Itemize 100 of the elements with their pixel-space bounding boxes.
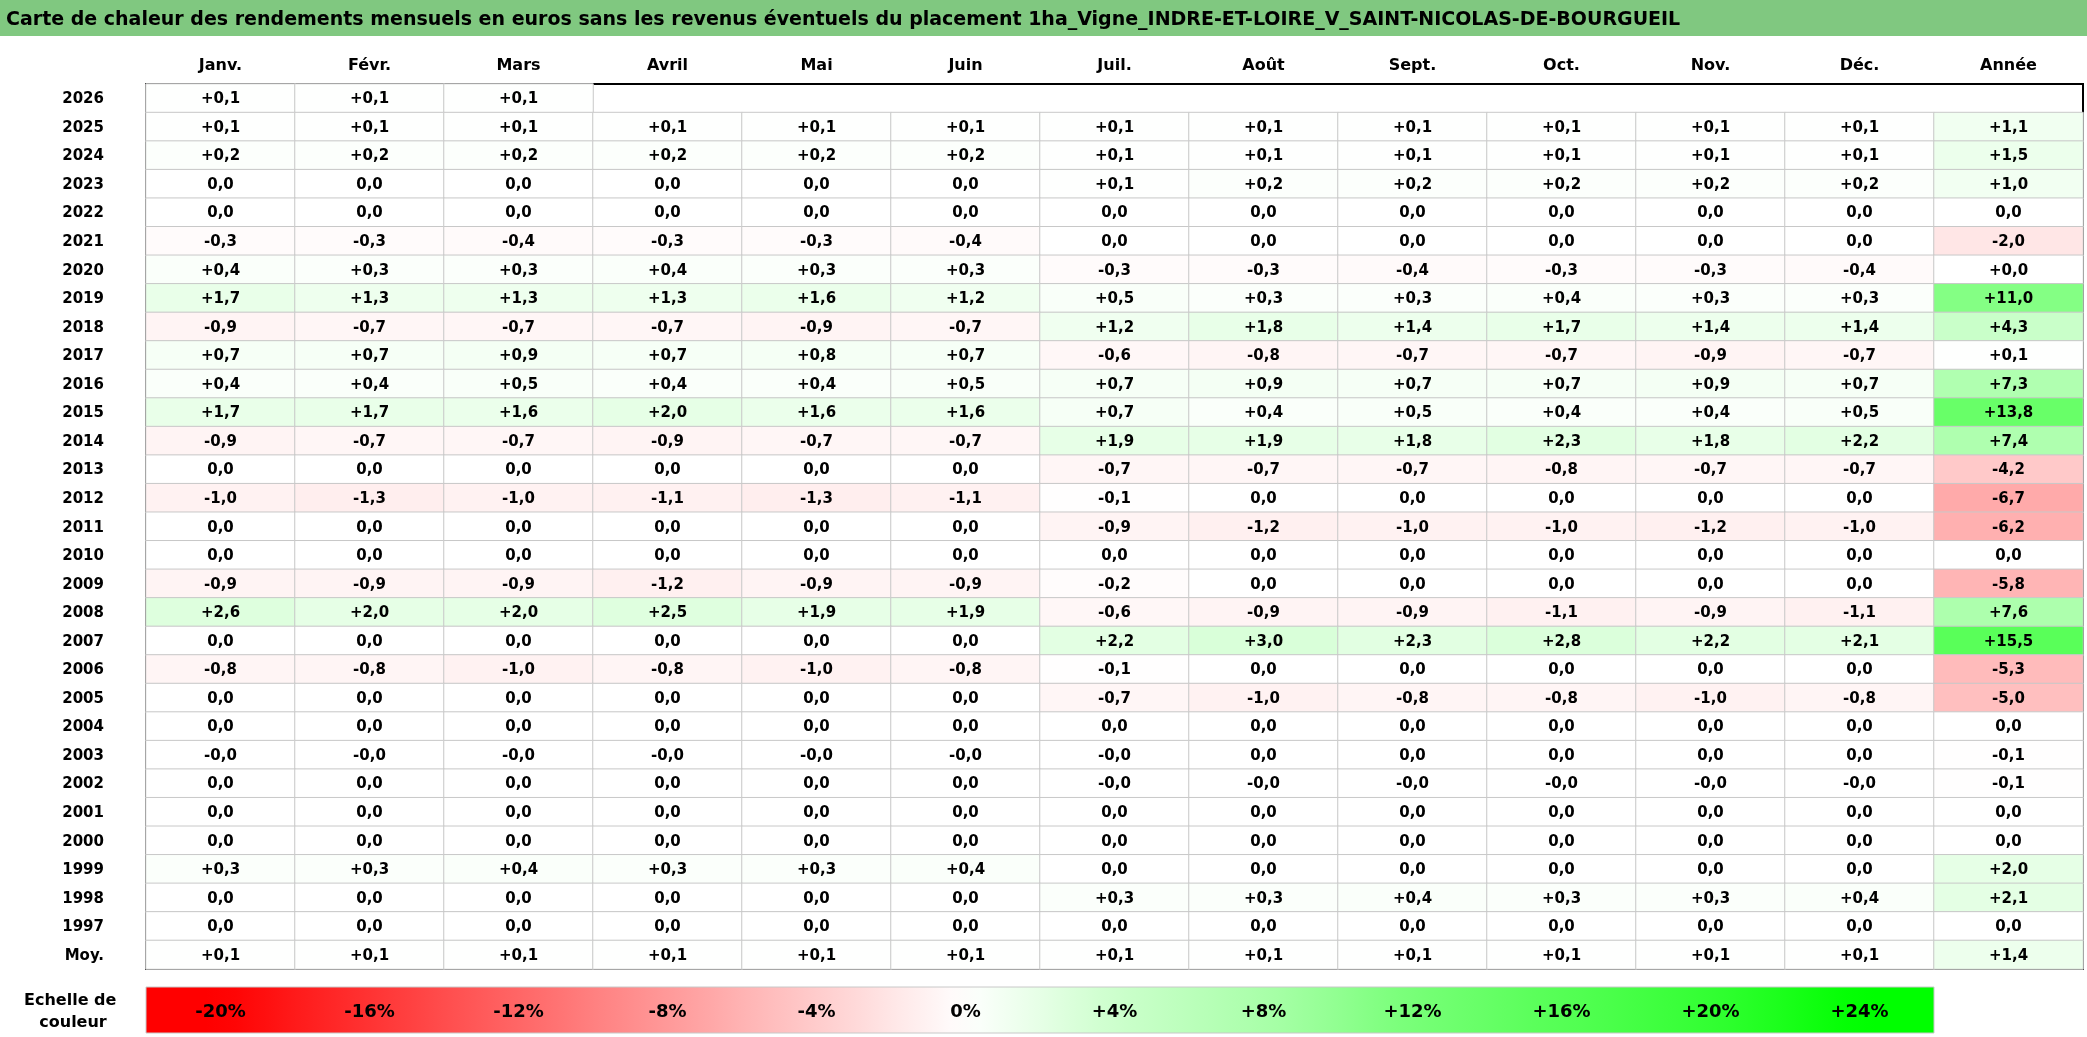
data-label: -0,4 (949, 232, 982, 251)
color-bar-label: +20% (1681, 999, 1740, 1021)
data-label: -6,2 (1992, 517, 2025, 536)
data-label: -1,2 (651, 574, 684, 593)
data-label: -1,0 (204, 488, 237, 507)
data-label: 0,0 (654, 774, 681, 793)
data-label: 0,0 (1250, 546, 1277, 565)
data-label: 0,0 (654, 631, 681, 650)
data-label: 0,0 (1101, 917, 1128, 936)
y-tick-label: 2022 (62, 203, 104, 222)
data-label: +0,3 (1690, 289, 1731, 308)
data-label: 0,0 (1548, 232, 1575, 251)
data-label: -0,0 (204, 745, 237, 764)
data-label: 0,0 (356, 546, 383, 565)
data-label: +1,9 (1094, 431, 1135, 450)
data-label: 0,0 (803, 688, 830, 707)
data-label: +1,8 (1392, 431, 1433, 450)
data-label: 0,0 (1995, 831, 2022, 850)
data-label: -0,0 (1098, 745, 1131, 764)
data-label: +0,7 (1094, 374, 1135, 393)
y-tick-label: 2018 (62, 317, 104, 336)
data-label: -0,0 (800, 745, 833, 764)
data-label: -5,0 (1992, 688, 2025, 707)
data-label: 0,0 (952, 888, 979, 907)
data-label: 0,0 (505, 517, 532, 536)
data-label: -1,0 (1396, 517, 1429, 536)
data-label: -0,9 (1247, 603, 1280, 622)
color-bar-label: -16% (344, 999, 395, 1021)
data-label: 0,0 (1846, 203, 1873, 222)
data-label: +0,4 (1541, 289, 1582, 308)
data-label: 0,0 (1846, 802, 1873, 821)
data-label: +0,1 (647, 945, 688, 964)
data-label: 0,0 (1250, 203, 1277, 222)
data-label: +7,3 (1988, 374, 2029, 393)
data-label: 0,0 (1697, 232, 1724, 251)
data-label: 0,0 (207, 203, 234, 222)
data-label: 0,0 (1697, 574, 1724, 593)
data-label: 0,0 (1548, 917, 1575, 936)
data-label: +2,2 (1690, 631, 1731, 650)
data-label: +0,4 (200, 374, 241, 393)
data-label: +0,1 (945, 117, 986, 136)
data-label: +1,4 (1392, 317, 1433, 336)
data-label: -0,4 (1396, 260, 1429, 279)
y-tick-label: 2009 (62, 574, 104, 593)
data-label: +2,1 (1988, 888, 2029, 907)
data-label: 0,0 (952, 546, 979, 565)
data-label: 0,0 (505, 631, 532, 650)
data-label: +0,1 (200, 117, 241, 136)
data-label: 0,0 (952, 917, 979, 936)
data-label: +0,1 (349, 117, 390, 136)
data-label: 0,0 (505, 174, 532, 193)
data-label: +2,6 (200, 603, 241, 622)
y-tick-label: 2016 (62, 374, 104, 393)
x-tick-label: Mars (496, 54, 541, 74)
data-label: -0,8 (949, 660, 982, 679)
y-tick-label: Moy. (64, 945, 104, 964)
data-label: 0,0 (1548, 745, 1575, 764)
color-bar-label: -20% (195, 999, 246, 1021)
data-label: +0,3 (945, 260, 986, 279)
color-bar-label: +16% (1532, 999, 1591, 1021)
data-label: 0,0 (1548, 802, 1575, 821)
data-label: +0,1 (498, 117, 539, 136)
data-label: +0,4 (1690, 403, 1731, 422)
data-label: -1,0 (502, 488, 535, 507)
data-label: -0,0 (1098, 774, 1131, 793)
data-label: +0,7 (200, 346, 241, 365)
data-label: -0,8 (1396, 688, 1429, 707)
data-label: 0,0 (505, 717, 532, 736)
data-label: +2,0 (647, 403, 688, 422)
data-label: +0,9 (1243, 374, 1284, 393)
data-label: +0,3 (498, 260, 539, 279)
color-bar-label: -8% (648, 999, 687, 1021)
x-tick-label: Mai (800, 54, 833, 74)
data-label: +0,4 (1392, 888, 1433, 907)
data-label: -1,1 (1843, 603, 1876, 622)
data-label: 0,0 (1548, 717, 1575, 736)
data-label: +1,2 (945, 289, 986, 308)
data-label: +0,9 (1690, 374, 1731, 393)
data-label: -4,2 (1992, 460, 2025, 479)
y-tick-label: 2013 (62, 460, 104, 479)
color-bar-label: -12% (493, 999, 544, 1021)
data-label: +7,4 (1988, 431, 2029, 450)
data-label: +3,0 (1243, 631, 1284, 650)
data-label: +1,9 (1243, 431, 1284, 450)
x-tick-label: Nov. (1690, 54, 1731, 74)
data-label: +0,1 (945, 945, 986, 964)
data-label: 0,0 (1250, 745, 1277, 764)
data-label: 0,0 (1846, 745, 1873, 764)
data-label: +1,8 (1690, 431, 1731, 450)
data-label: 0,0 (1846, 232, 1873, 251)
data-label: +0,7 (1839, 374, 1880, 393)
data-label: +1,8 (1243, 317, 1284, 336)
data-label: 0,0 (1399, 660, 1426, 679)
data-label: 0,0 (1101, 232, 1128, 251)
data-label: -0,3 (651, 232, 684, 251)
data-label: -0,4 (1843, 260, 1876, 279)
data-label: +1,3 (647, 289, 688, 308)
data-label: +0,2 (1541, 174, 1582, 193)
y-tick-label: 1997 (62, 917, 104, 936)
data-label: +0,4 (945, 860, 986, 879)
